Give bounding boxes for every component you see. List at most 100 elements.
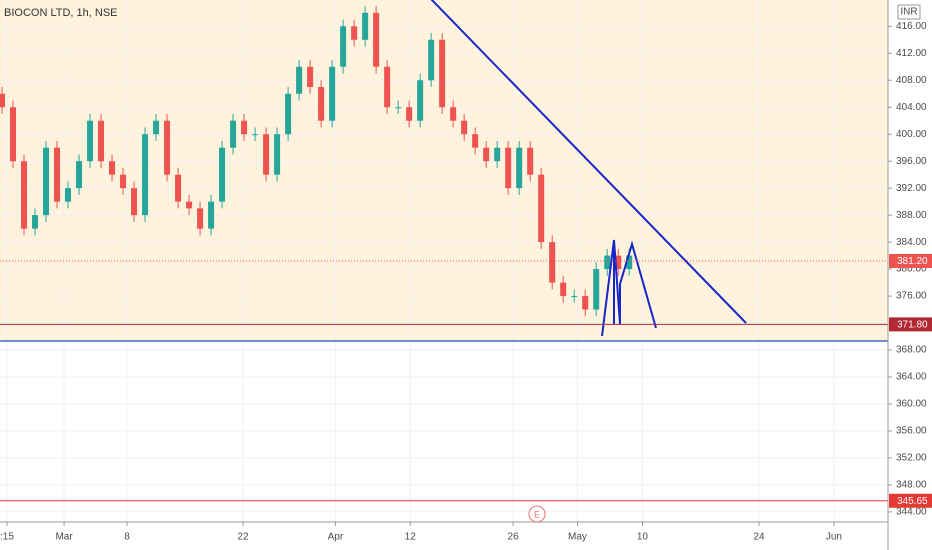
- x-tick-label: :15: [0, 532, 14, 543]
- x-tick-label: May: [568, 532, 587, 543]
- candle-body: [186, 201, 193, 209]
- candle-body: [296, 66, 303, 94]
- candle-body: [109, 161, 116, 175]
- y-tick-label: 408.00: [896, 75, 927, 86]
- candle-body: [549, 242, 556, 283]
- candle-body: [571, 296, 578, 298]
- candle-body: [538, 174, 545, 243]
- price-label-box: [889, 254, 932, 268]
- y-tick-label: 376.00: [896, 291, 927, 302]
- candle-body: [417, 80, 424, 121]
- candle-body: [10, 107, 17, 162]
- event-marker: [528, 505, 546, 523]
- x-tick-label: 22: [237, 532, 249, 543]
- candle-body: [505, 147, 512, 189]
- candle-body: [626, 255, 633, 270]
- x-tick-label: 26: [508, 532, 520, 543]
- candle-body: [483, 147, 490, 162]
- candle-body: [329, 66, 336, 121]
- y-tick-label: 348.00: [896, 480, 927, 491]
- candle-body: [593, 269, 600, 310]
- time-axis: [0, 522, 888, 550]
- candle-body: [428, 39, 435, 81]
- candle-body: [43, 147, 50, 216]
- price-label: 345.65: [897, 496, 928, 507]
- candle-body: [494, 147, 501, 162]
- price-label: 381.20: [897, 256, 928, 267]
- candle-body: [263, 134, 270, 175]
- y-tick-label: 404.00: [896, 102, 927, 113]
- candle-body: [87, 120, 94, 162]
- candle-body: [98, 120, 105, 162]
- price-label: 371.80: [897, 320, 928, 331]
- y-tick-label: 352.00: [896, 453, 927, 464]
- candle-body: [560, 282, 567, 297]
- y-tick-label: 392.00: [896, 183, 927, 194]
- trendline: [430, 0, 747, 324]
- candle-body: [527, 147, 534, 175]
- y-tick-label: 412.00: [896, 48, 927, 59]
- x-tick-label: Mar: [55, 532, 73, 543]
- candle-body: [142, 134, 149, 216]
- price-label-box: [889, 317, 932, 332]
- candle-body: [406, 107, 413, 121]
- y-tick-label: 400.00: [896, 129, 927, 140]
- candle-body: [461, 120, 468, 135]
- candle-body: [197, 208, 204, 229]
- candle-body: [384, 66, 391, 108]
- candle-body: [241, 120, 248, 135]
- candle-body: [0, 93, 5, 108]
- y-tick-label: 384.00: [896, 237, 927, 248]
- y-tick-label: 368.00: [896, 345, 927, 356]
- candle-body: [615, 255, 622, 270]
- pattern-drawing: [601, 239, 657, 337]
- candle-body: [362, 12, 369, 40]
- candle-body: [219, 147, 226, 202]
- candle-body: [373, 12, 380, 67]
- candle-body: [604, 255, 611, 270]
- price-axis: [888, 0, 932, 550]
- candle-body: [54, 147, 61, 202]
- candle-body: [230, 120, 237, 148]
- candle-body: [252, 134, 259, 136]
- x-tick-label: 12: [405, 532, 417, 543]
- candle-body: [175, 174, 182, 202]
- candle-body: [439, 39, 446, 108]
- x-tick-label: 10: [637, 532, 649, 543]
- candle-body: [395, 107, 402, 109]
- y-tick-label: 388.00: [896, 210, 927, 221]
- event-label: E: [534, 509, 540, 519]
- candle-body: [120, 174, 127, 189]
- candle-body: [131, 188, 138, 216]
- candle-body: [307, 66, 314, 87]
- y-tick-label: 364.00: [896, 372, 927, 383]
- candle-body: [164, 120, 171, 175]
- y-tick-label: 360.00: [896, 399, 927, 410]
- currency: INR: [900, 7, 917, 18]
- candle-body: [274, 134, 281, 175]
- candle-body: [208, 201, 215, 229]
- y-tick-label: 344.00: [896, 507, 927, 518]
- currency-box: [897, 4, 921, 20]
- y-tick-label: 416.00: [896, 21, 927, 32]
- x-tick-label: 24: [753, 532, 765, 543]
- candle-body: [340, 26, 347, 67]
- candle-body: [450, 107, 457, 121]
- candle-body: [516, 147, 523, 189]
- y-tick-label: 396.00: [896, 156, 927, 167]
- price-label-box: [889, 493, 932, 508]
- chart-title: BIOCON LTD, 1h, NSE: [4, 7, 118, 19]
- candle-body: [472, 134, 479, 148]
- candle-body: [285, 93, 292, 135]
- candle-body: [65, 188, 72, 202]
- candle-body: [318, 87, 325, 121]
- candle-body: [153, 120, 160, 135]
- candle-body: [32, 215, 39, 229]
- x-tick-label: Apr: [328, 532, 344, 543]
- candle-body: [21, 161, 28, 229]
- candle-body: [582, 296, 589, 310]
- candle-body: [351, 26, 358, 40]
- x-tick-label: 8: [124, 532, 130, 543]
- candle-body: [76, 161, 83, 189]
